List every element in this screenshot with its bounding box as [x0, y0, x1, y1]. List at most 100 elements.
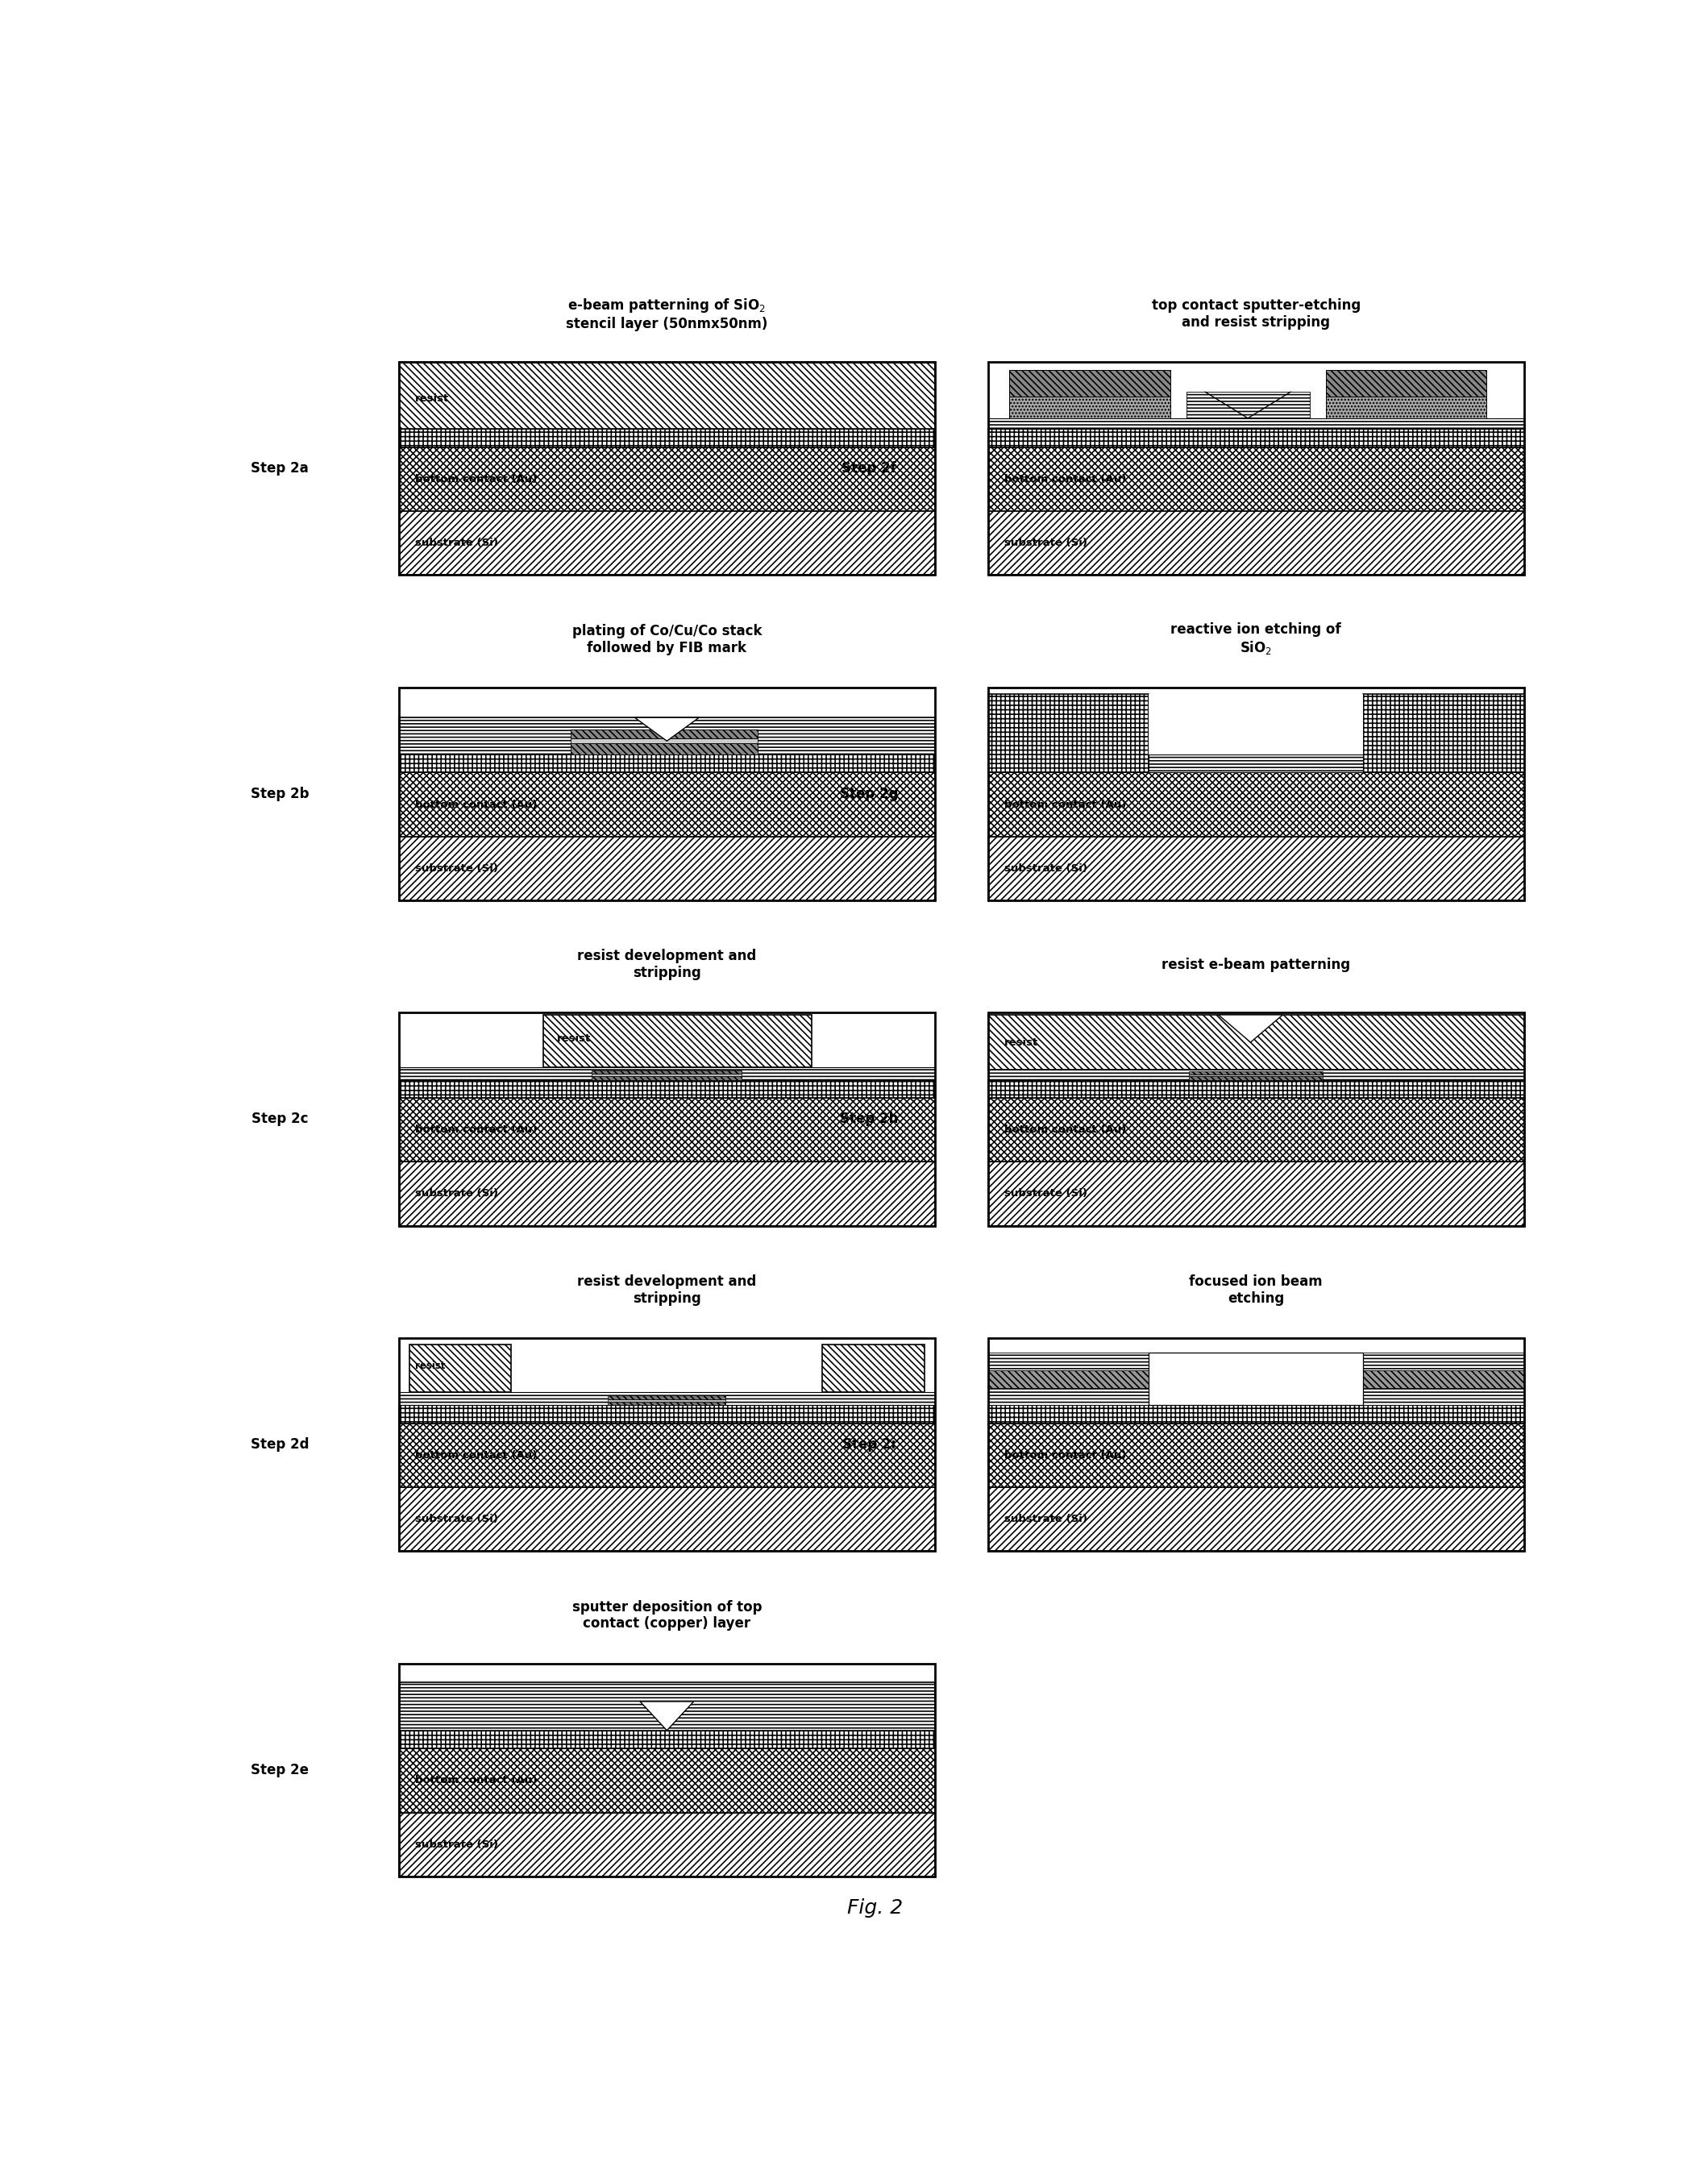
Text: substrate (Si): substrate (Si)	[415, 862, 499, 873]
Bar	[1325, 396, 1486, 418]
Text: resist: resist	[415, 394, 449, 405]
Bar	[400, 1812, 934, 1877]
Bar	[608, 1400, 726, 1405]
Bar	[400, 446, 934, 512]
Bar	[1149, 1353, 1363, 1405]
Bar	[400, 754, 934, 773]
Text: reactive ion etching of
SiO$_2$: reactive ion etching of SiO$_2$	[1170, 623, 1341, 656]
Text: bottom contact (Au): bottom contact (Au)	[415, 1775, 536, 1786]
Bar	[570, 730, 758, 738]
Text: bottom contact (Au): bottom contact (Au)	[415, 1451, 536, 1461]
Bar	[570, 743, 758, 754]
Bar	[987, 773, 1524, 836]
Bar	[543, 1015, 811, 1067]
Text: Step 2d: Step 2d	[251, 1437, 309, 1453]
Bar	[987, 688, 1524, 900]
Bar	[987, 362, 1524, 575]
Bar	[1187, 392, 1310, 418]
Text: substrate (Si): substrate (Si)	[1004, 1189, 1086, 1198]
Text: bottom contact (Au): bottom contact (Au)	[1004, 475, 1126, 484]
Text: Step 2c: Step 2c	[251, 1113, 307, 1126]
Text: resist: resist	[557, 1032, 591, 1043]
Text: Step 2e: Step 2e	[251, 1762, 309, 1777]
Bar	[987, 1013, 1524, 1226]
Bar	[987, 836, 1524, 900]
Text: sputter deposition of top
contact (copper) layer: sputter deposition of top contact (coppe…	[572, 1601, 762, 1631]
Text: bottom contact (Au): bottom contact (Au)	[1004, 1451, 1126, 1461]
Bar	[400, 362, 934, 575]
Bar	[987, 1098, 1524, 1161]
Bar	[400, 1392, 934, 1405]
Bar	[400, 1422, 934, 1488]
Bar	[987, 1161, 1524, 1226]
Text: resist: resist	[415, 1361, 446, 1372]
Text: e-beam patterning of SiO$_2$
stencil layer (50nmx50nm): e-beam patterning of SiO$_2$ stencil lay…	[565, 296, 769, 331]
Bar	[987, 1015, 1524, 1069]
Bar	[410, 1344, 511, 1392]
Bar	[987, 429, 1524, 446]
Text: bottom contact (Au): bottom contact (Au)	[415, 799, 536, 810]
Text: bottom contact (Au): bottom contact (Au)	[415, 475, 536, 484]
Bar	[400, 1749, 934, 1812]
Text: substrate (Si): substrate (Si)	[1004, 1514, 1086, 1525]
Bar	[987, 1080, 1524, 1098]
Bar	[400, 1732, 934, 1749]
Bar	[987, 1337, 1524, 1551]
Text: Step 2f: Step 2f	[842, 462, 897, 475]
Bar	[987, 446, 1524, 512]
Text: plating of Co/Cu/Co stack
followed by FIB mark: plating of Co/Cu/Co stack followed by FI…	[572, 623, 762, 656]
Bar	[570, 738, 758, 743]
Bar	[987, 1422, 1524, 1488]
Bar	[822, 1344, 924, 1392]
Text: Step 2g: Step 2g	[840, 786, 898, 802]
Bar	[1009, 396, 1170, 418]
Bar	[400, 1488, 934, 1551]
Bar	[1149, 754, 1363, 773]
Bar	[400, 362, 934, 429]
Bar	[400, 1681, 934, 1732]
Bar	[1363, 1387, 1524, 1405]
Bar	[1363, 1370, 1524, 1387]
Bar	[987, 1069, 1524, 1080]
Bar	[400, 1664, 934, 1877]
Bar	[591, 1069, 741, 1074]
Bar	[987, 695, 1149, 773]
Polygon shape	[640, 1701, 693, 1732]
Bar	[400, 429, 934, 446]
Text: bottom contact (Au): bottom contact (Au)	[1004, 1124, 1126, 1135]
Text: Step 2b: Step 2b	[251, 786, 309, 802]
Bar	[400, 688, 934, 900]
Text: substrate (Si): substrate (Si)	[415, 1838, 499, 1849]
Bar	[1189, 1076, 1324, 1080]
Text: substrate (Si): substrate (Si)	[1004, 862, 1086, 873]
Text: focused ion beam
etching: focused ion beam etching	[1189, 1274, 1322, 1305]
Text: Step 2h: Step 2h	[840, 1113, 898, 1126]
Text: resist development and
stripping: resist development and stripping	[577, 1274, 757, 1305]
Bar	[400, 512, 934, 575]
Bar	[400, 773, 934, 836]
Bar	[1363, 695, 1524, 773]
Bar	[1009, 370, 1170, 396]
Bar	[1325, 370, 1486, 396]
Text: resist: resist	[1004, 1037, 1038, 1048]
Text: substrate (Si): substrate (Si)	[415, 1514, 499, 1525]
Text: substrate (Si): substrate (Si)	[415, 538, 499, 549]
Bar	[400, 1161, 934, 1226]
Bar	[591, 1076, 741, 1080]
Bar	[1363, 1353, 1524, 1370]
Bar	[987, 1353, 1149, 1370]
Bar	[400, 1067, 934, 1080]
Text: bottom contact (Au): bottom contact (Au)	[1004, 799, 1126, 810]
Bar	[400, 1080, 934, 1098]
Bar	[987, 1488, 1524, 1551]
Bar	[400, 1013, 934, 1226]
Text: top contact sputter-etching
and resist stripping: top contact sputter-etching and resist s…	[1151, 298, 1360, 329]
Text: resist development and
stripping: resist development and stripping	[577, 950, 757, 980]
Text: Step 2i: Step 2i	[842, 1437, 895, 1453]
Bar	[987, 1370, 1149, 1387]
Polygon shape	[635, 717, 699, 741]
Text: Step 2a: Step 2a	[251, 462, 309, 475]
Bar	[1189, 1072, 1324, 1074]
Text: Fig. 2: Fig. 2	[847, 1899, 904, 1919]
Bar	[987, 418, 1524, 429]
